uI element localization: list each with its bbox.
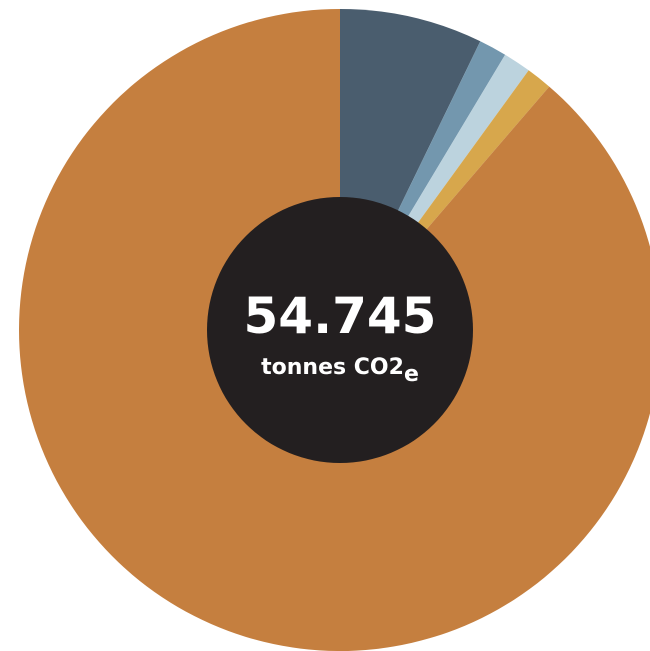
center-circle bbox=[207, 197, 473, 463]
unit-main: tonnes CO2 bbox=[261, 355, 404, 380]
total-value: 54.745 bbox=[244, 287, 437, 345]
total-unit: tonnes CO2e bbox=[261, 355, 419, 387]
unit-subscript: e bbox=[404, 362, 419, 387]
